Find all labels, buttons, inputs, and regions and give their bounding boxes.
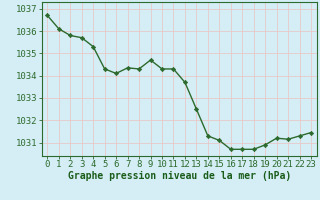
- X-axis label: Graphe pression niveau de la mer (hPa): Graphe pression niveau de la mer (hPa): [68, 171, 291, 181]
